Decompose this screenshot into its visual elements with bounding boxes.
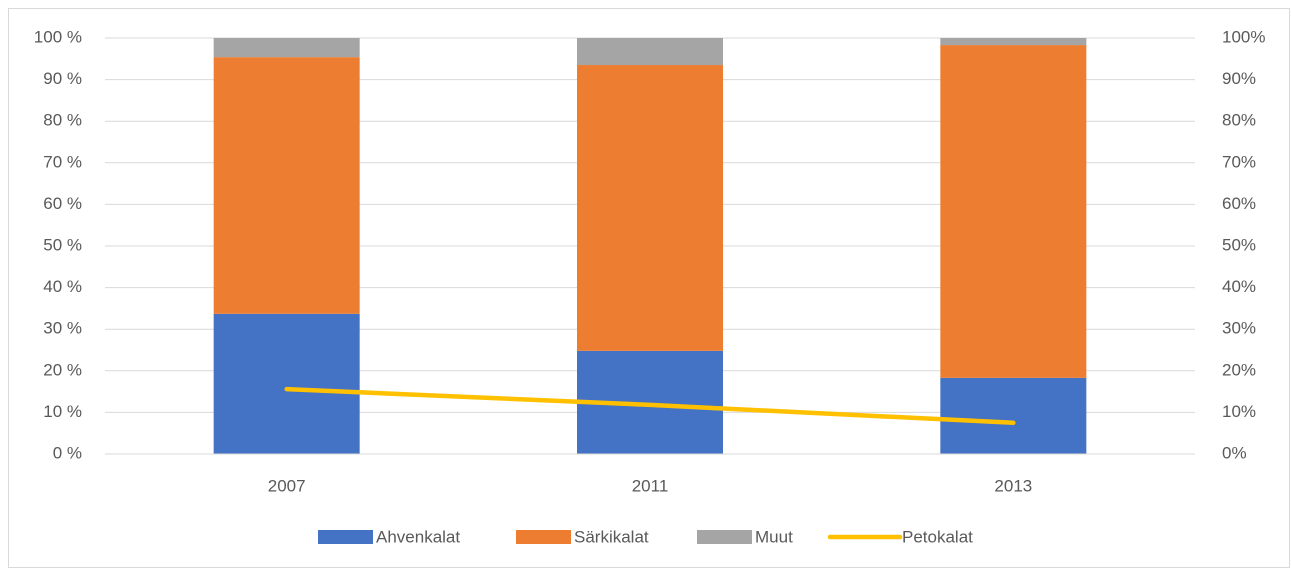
line-series: [284, 386, 1016, 426]
y2-tick-label: 60%: [1222, 194, 1256, 213]
bar-segment: [940, 45, 1087, 378]
y2-tick-label: 100%: [1222, 27, 1265, 46]
y2-tick-label: 90%: [1222, 69, 1256, 88]
bar-segment: [213, 57, 360, 314]
y2-tick-label: 70%: [1222, 152, 1256, 171]
y-tick-label: 90 %: [43, 69, 82, 88]
y-tick-label: 50 %: [43, 235, 82, 254]
x-tick-label: 2007: [268, 476, 306, 495]
y2-tick-label: 50%: [1222, 235, 1256, 254]
bar-segment: [213, 38, 360, 58]
y-tick-label: 30 %: [43, 319, 82, 338]
bar-segment: [940, 38, 1087, 46]
x-tick-label: 2013: [994, 476, 1032, 495]
bar-segment: [577, 65, 723, 351]
y-tick-label: 0 %: [53, 443, 82, 462]
bar-segment: [940, 377, 1087, 454]
y2-tick-label: 40%: [1222, 277, 1256, 296]
y2-tick-label: 0%: [1222, 443, 1247, 462]
y-tick-label: 20 %: [43, 360, 82, 379]
y-tick-label: 60 %: [43, 194, 82, 213]
legend-label: Petokalat: [902, 527, 973, 546]
bar-segment: [213, 313, 360, 454]
bar-segment: [577, 38, 723, 66]
legend-label: Ahvenkalat: [376, 527, 460, 546]
y2-tick-label: 80%: [1222, 111, 1256, 130]
y2-tick-label: 30%: [1222, 319, 1256, 338]
legend-swatch: [516, 530, 571, 544]
x-tick-label: 2011: [632, 476, 669, 495]
y2-tick-label: 10%: [1222, 402, 1256, 421]
y-tick-label: 70 %: [43, 152, 82, 171]
y2-tick-label: 20%: [1222, 360, 1256, 379]
y-tick-label: 10 %: [43, 402, 82, 421]
y-tick-label: 40 %: [43, 277, 82, 296]
legend-swatch: [697, 530, 752, 544]
legend-label: Muut: [755, 527, 793, 546]
y-tick-label: 100 %: [34, 27, 82, 46]
legend-label: Särkikalat: [574, 527, 649, 546]
legend-swatch: [318, 530, 373, 544]
y-tick-label: 80 %: [43, 111, 82, 130]
